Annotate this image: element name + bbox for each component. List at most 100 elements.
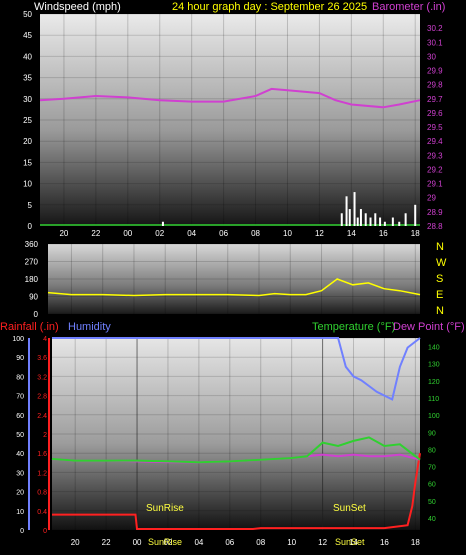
sunset-label: SunSet [333, 503, 366, 514]
humidity-line [52, 337, 421, 401]
windspeed-bar [345, 196, 348, 226]
humidity-tick-label: 80 [16, 374, 24, 381]
windspeed-bar [364, 213, 367, 226]
windspeed-bar [379, 217, 382, 226]
direction-tick-label: 270 [25, 258, 39, 267]
humidity-tick-label: 30 [16, 470, 24, 477]
barometer-tick-label: 29.5 [427, 123, 443, 132]
windspeed-tick-label: 45 [23, 31, 32, 40]
humidity-panel [52, 338, 420, 530]
windspeed-bar [369, 217, 372, 226]
x-tick-label: 08 [251, 229, 260, 238]
windspeed-bar [161, 221, 164, 226]
humidity-tick-label: 40 [16, 451, 24, 458]
windspeed-bar [391, 217, 394, 226]
windspeed-tick-label: 50 [23, 10, 32, 19]
windspeed-tick-label: 20 [23, 137, 32, 146]
humidity-title: Humidity [68, 321, 111, 333]
x-tick-label: 12 [318, 538, 327, 547]
barometer-tick-label: 30.2 [427, 24, 443, 33]
x-tick-label: 20 [59, 229, 68, 238]
rain-tick-label: 3.6 [37, 355, 47, 362]
temp-tick-label: 50 [428, 499, 436, 506]
temp-tick-label: 140 [428, 345, 440, 352]
temp-tick-label: 110 [428, 396, 439, 403]
direction-line [47, 278, 421, 297]
direction-tick-label: 180 [25, 275, 39, 284]
windspeed-bar [353, 192, 356, 226]
barometer-tick-label: 28.8 [427, 222, 443, 231]
x-tick-label: 04 [194, 538, 203, 547]
chart-date-title: 24 hour graph day : September 26 2025 [172, 1, 367, 13]
humidity-tick-label: 10 [16, 509, 24, 516]
x-tick-label: 00 [123, 229, 132, 238]
windspeed-bar [359, 209, 362, 226]
windspeed-tick-label: 35 [23, 74, 32, 83]
windspeed-bar [374, 213, 377, 226]
sunrise-axis-label: SunRise [148, 537, 182, 547]
x-tick-label: 06 [219, 229, 228, 238]
barometer-tick-label: 29.6 [427, 109, 443, 118]
windspeed-bar [356, 217, 359, 226]
windspeed-title: Windspeed (mph) [34, 1, 121, 13]
barometer-tick-label: 29.7 [427, 95, 443, 104]
barometer-tick-label: 30.1 [427, 38, 443, 47]
windspeed-bar [383, 221, 386, 226]
x-tick-label: 18 [411, 538, 420, 547]
windspeed-panel [40, 14, 420, 226]
temp-tick-label: 90 [428, 430, 436, 437]
x-tick-label: 22 [91, 229, 100, 238]
x-tick-label: 02 [155, 229, 164, 238]
x-tick-label: 22 [102, 538, 111, 547]
barometer-tick-label: 29.9 [427, 67, 443, 76]
x-tick-label: 10 [287, 538, 296, 547]
temp-tick-label: 130 [428, 362, 440, 369]
x-tick-label: 02 [164, 538, 173, 547]
barometer-tick-label: 29.3 [427, 151, 443, 160]
rain-tick-label: 0.8 [37, 490, 47, 497]
x-tick-label: 12 [315, 229, 324, 238]
x-tick-label: 04 [187, 229, 196, 238]
temp-tick-label: 120 [428, 379, 440, 386]
x-tick-label: 16 [380, 538, 389, 547]
temp-tick-label: 70 [428, 465, 436, 472]
windspeed-bar [348, 209, 351, 226]
temp-tick-label: 60 [428, 482, 436, 489]
direction-tick-label: 360 [25, 240, 39, 249]
humidity-tick-label: 100 [12, 336, 24, 343]
direction-tick-label: 90 [29, 293, 38, 302]
barometer-tick-label: 29.1 [427, 180, 443, 189]
direction-label-n-bottom: N [436, 305, 444, 317]
x-tick-label: 16 [379, 229, 388, 238]
x-tick-label: 20 [71, 538, 80, 547]
dewpoint-title: Dew Point (°F) [393, 321, 465, 333]
barometer-tick-label: 29.2 [427, 165, 443, 174]
barometer-tick-label: 29.8 [427, 81, 443, 90]
windspeed-tick-label: 5 [28, 201, 33, 210]
barometer-tick-label: 30 [427, 52, 436, 61]
windspeed-tick-label: 15 [23, 158, 32, 167]
direction-tick-label: 0 [34, 310, 39, 319]
rain-tick-label: 0 [43, 528, 47, 535]
rain-tick-label: 1.6 [37, 451, 47, 458]
windspeed-bar [340, 213, 343, 226]
windspeed-bar [404, 213, 407, 226]
rain-tick-label: 2.8 [37, 394, 47, 401]
humidity-tick-label: 90 [16, 355, 24, 362]
humidity-tick-label: 20 [16, 490, 24, 497]
temperature-title: Temperature (°F) [312, 321, 395, 333]
barometer-title: Barometer (.in) [372, 1, 445, 13]
rain-tick-label: 1.2 [37, 470, 47, 477]
windspeed-tick-label: 40 [23, 52, 32, 61]
x-tick-label: 08 [256, 538, 265, 547]
x-tick-label: 14 [349, 538, 358, 547]
barometer-tick-label: 29 [427, 194, 436, 203]
barometer-tick-label: 29.4 [427, 137, 443, 146]
windspeed-tick-label: 10 [23, 180, 32, 189]
rainfall-line [52, 453, 421, 530]
humidity-tick-label: 50 [16, 432, 24, 439]
temp-tick-label: 100 [428, 413, 440, 420]
sunset-axis-label: SunSet [335, 537, 365, 547]
direction-label-e: E [436, 289, 443, 301]
